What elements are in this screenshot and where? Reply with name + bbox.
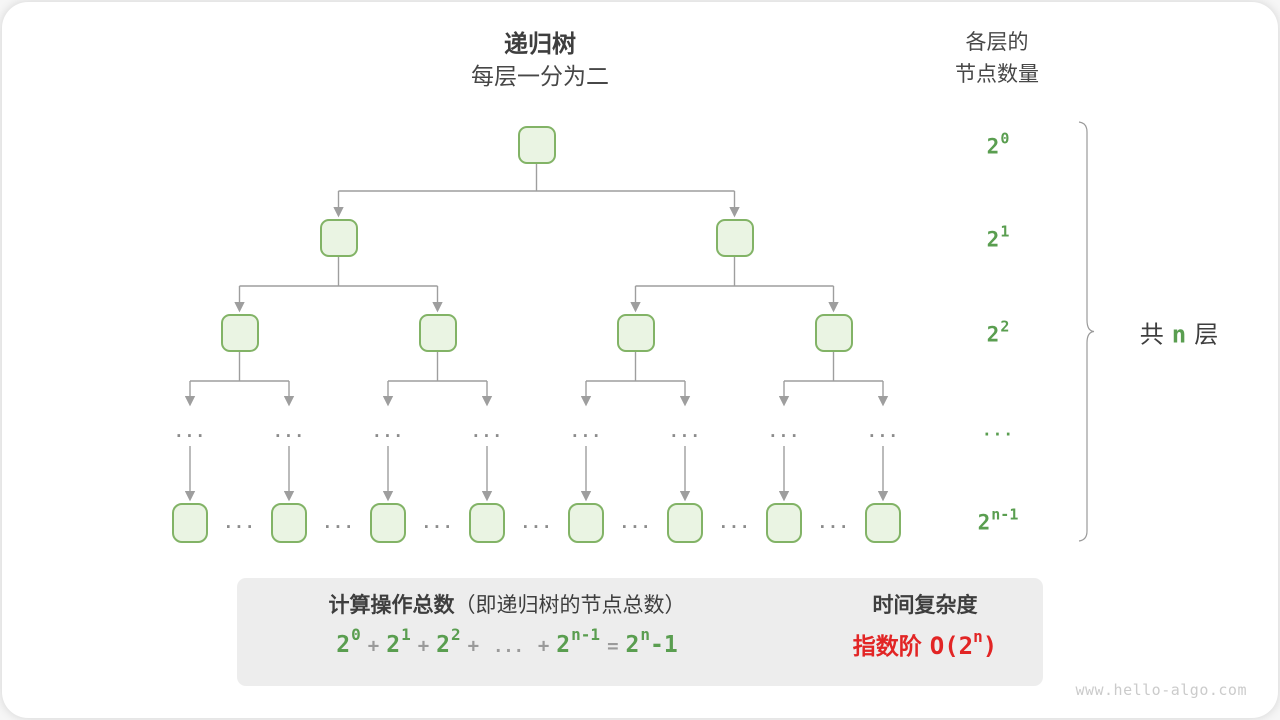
level-label-0: 20 <box>986 129 1010 159</box>
node-count-header-line2: 节点数量 <box>955 63 1039 86</box>
node-count-header-line1: 各层的 <box>965 31 1029 54</box>
complexity-order-label: 指数阶 <box>852 633 922 659</box>
ellipsis: ... <box>174 421 206 441</box>
operation-count-title: 计算操作总数（即递归树的节点总数） <box>267 589 747 619</box>
operation-count-title-note: （即递归树的节点总数） <box>454 594 686 617</box>
tree-node-leaf <box>172 503 208 543</box>
formula-ellipsis: ... <box>493 636 524 657</box>
tree-node-leaf <box>271 503 307 543</box>
tree-node-leaf <box>766 503 802 543</box>
formula-term: 2n-1 <box>556 625 601 658</box>
level-label-2: 22 <box>986 317 1010 347</box>
plus-operator: + <box>367 634 380 657</box>
formula-term: 21 <box>386 625 411 658</box>
level-label-exp: 2 <box>1000 317 1010 336</box>
brace-label-suffix: 层 <box>1194 321 1221 349</box>
ellipsis: ... <box>768 421 800 441</box>
formula-term: 20 <box>336 625 361 658</box>
time-complexity-value: 指数阶 O(2n) <box>807 627 1043 661</box>
ellipsis: ... <box>273 421 305 441</box>
ellipsis: ... <box>718 512 751 532</box>
tree-node-leaf <box>370 503 406 543</box>
ellipsis: ... <box>471 421 503 441</box>
formula-term: 22 <box>436 625 461 658</box>
node-count-formula: 20 + 21 + 22 +... +2n-1 = 2n-1 <box>267 625 747 658</box>
level-label-exp: 0 <box>1000 129 1010 148</box>
operation-count-title-bold: 计算操作总数 <box>328 594 455 617</box>
tree-edge-rails <box>190 164 883 382</box>
level-label-exp: n-1 <box>991 505 1019 524</box>
tree-node-leaf <box>865 503 901 543</box>
level-label-n-1: 2n-1 <box>977 505 1019 535</box>
ellipsis: ... <box>372 421 404 441</box>
tree-node-leaf <box>469 503 505 543</box>
level-label-1: 21 <box>986 222 1010 252</box>
ellipsis: ... <box>817 512 850 532</box>
level-label-base: 2 <box>977 510 991 535</box>
tree-node <box>815 314 853 352</box>
tree-node <box>419 314 457 352</box>
level-label-base: 2 <box>986 134 1000 159</box>
ellipsis: ... <box>619 512 652 532</box>
tree-node-leaf <box>568 503 604 543</box>
summary-box: 计算操作总数（即递归树的节点总数） 20 + 21 + 22 +... +2n-1 = 2n-1… <box>237 578 1043 686</box>
brace-label-n: n <box>1171 320 1189 349</box>
levels-brace <box>1078 121 1095 542</box>
ellipsis: ... <box>867 421 899 441</box>
equals-operator: = <box>607 634 619 657</box>
ellipsis: ... <box>322 512 355 532</box>
tree-node-leaf <box>667 503 703 543</box>
ellipsis: ... <box>520 512 553 532</box>
watermark: www.hello-algo.com <box>1075 681 1247 699</box>
level-label-base: 2 <box>986 227 1000 252</box>
diagram-subtitle: 每层一分为二 <box>471 63 609 89</box>
tree-node <box>617 314 655 352</box>
plus-operator: + <box>467 634 480 657</box>
ellipsis: ... <box>421 512 454 532</box>
ellipsis: ... <box>223 512 256 532</box>
level-label-exp: 1 <box>1000 222 1010 241</box>
diagram-title: 递归树 <box>504 31 576 58</box>
plus-operator: + <box>537 634 550 657</box>
level-label-base: 2 <box>986 322 1000 347</box>
tree-node-root <box>518 126 556 164</box>
tree-node <box>716 219 754 257</box>
brace-label-prefix: 共 <box>1139 321 1166 349</box>
big-o-expression: O(2n) <box>929 627 998 660</box>
time-complexity-section: 时间复杂度 指数阶 O(2n) <box>807 589 1043 661</box>
ellipsis: ... <box>570 421 602 441</box>
operation-count-section: 计算操作总数（即递归树的节点总数） 20 + 21 + 22 +... +2n-1 = 2n-1 <box>267 589 747 658</box>
ellipsis: ... <box>669 421 701 441</box>
formula-result: 2n-1 <box>625 625 678 658</box>
tree-node <box>320 219 358 257</box>
level-label-ellipsis: ... <box>982 420 1014 440</box>
time-complexity-title: 时间复杂度 <box>872 594 978 617</box>
tree-node <box>221 314 259 352</box>
plus-operator: + <box>417 634 430 657</box>
